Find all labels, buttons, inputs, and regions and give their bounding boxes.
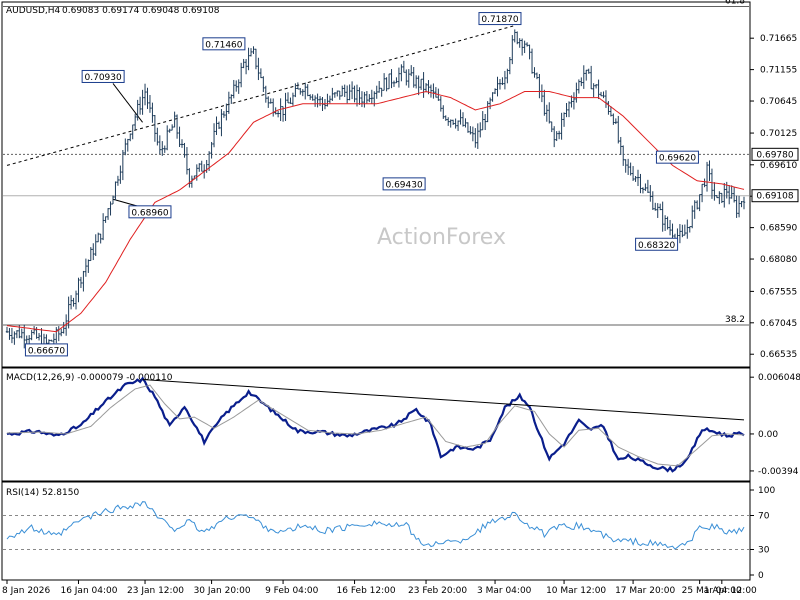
price-label-text: 0.69430	[385, 180, 422, 190]
price-levels: 61.8 38.2	[3, 0, 749, 326]
price-label-box	[24, 343, 68, 357]
price-label-box	[81, 69, 125, 83]
fib-level-label: 38.2	[725, 315, 745, 325]
x-tick-label: 1 Apr 12:00	[704, 586, 757, 596]
price-label-box	[128, 205, 172, 219]
y-tick-label: 0.70125	[760, 129, 797, 139]
ohlc-readout: 0.69083 0.69174 0.69048 0.69108	[62, 6, 220, 16]
y-tick-label: 0.67555	[760, 287, 797, 297]
symbol-title: AUDUSD,H4	[6, 6, 61, 16]
axis-price-box-label: 0.69780	[756, 150, 793, 160]
x-tick-label: 16 Jan 04:00	[60, 586, 117, 596]
price-label-text: 0.66670	[28, 346, 65, 356]
rsi-y-tick-label: 30	[758, 546, 770, 556]
y-tick-label: 0.71155	[760, 66, 797, 76]
price-label-text: 0.70930	[85, 73, 122, 83]
price-label-box	[635, 237, 679, 251]
x-tick-label: 17 Mar 20:00	[615, 586, 675, 596]
rsi-title: RSI(14) 52.8150	[6, 488, 79, 498]
macd-lines	[6, 376, 745, 473]
x-tick-label: 23 Feb 20:00	[408, 586, 467, 596]
price-label-text: 0.71460	[205, 40, 242, 50]
axis-price-box	[751, 147, 799, 161]
macd-trendline	[142, 379, 745, 421]
price-label-box	[478, 12, 522, 26]
rsi-y-tick-label: 0	[758, 571, 764, 581]
x-tick-label: 9 Feb 04:00	[265, 586, 319, 596]
macd-panel: MACD(12,26,9) -0.000079 -0.000110	[1, 367, 751, 482]
fib-level-label: 61.8	[725, 0, 745, 6]
macd-panel-frame	[1, 367, 751, 482]
x-tick-label: 16 Feb 12:00	[337, 586, 396, 596]
rsi-y-tick-label: 100	[758, 486, 775, 496]
rsi-panel-frame	[1, 481, 751, 581]
y-tick-label: 0.71665	[760, 34, 797, 44]
rsi-line	[6, 501, 745, 550]
x-tick-label: 30 Jan 20:00	[194, 586, 251, 596]
price-label-box	[655, 150, 699, 164]
price-panel-frame	[1, 1, 751, 368]
candlestick-series	[5, 29, 746, 350]
y-tick-label: 0.70645	[760, 97, 797, 107]
macd-line	[6, 376, 745, 473]
price-annotations: 0.66670 0.70930 0.68960 0.71460 0.69430 0.718…	[24, 12, 699, 357]
macd-title: MACD(12,26,9) -0.000079 -0.000110	[6, 373, 173, 383]
x-tick-label: 23 Jan 12:00	[127, 586, 184, 596]
axis-price-box-label: 0.69108	[756, 192, 793, 202]
trendline-dashed	[6, 25, 515, 166]
x-tick-label: 3 Mar 04:00	[477, 586, 532, 596]
price-label-box	[382, 177, 426, 191]
axis-price-box	[751, 189, 799, 203]
watermark: ActionForex	[377, 225, 506, 250]
price-panel: AUDUSD,H4 0.69083 0.69174 0.69048 0.6910…	[1, 0, 751, 368]
rsi-y-tick-label: 70	[758, 512, 770, 522]
macd-y-tick-label: 0.00	[758, 430, 778, 440]
price-label-text: 0.68320	[638, 241, 675, 251]
price-label-text: 0.71870	[481, 15, 518, 25]
axes: 0.71665 0.71155 0.70645 0.70125 0.69610 0.691…	[2, 34, 800, 596]
macd-y-tick-label: -0.00394	[758, 467, 799, 477]
price-label-box	[202, 37, 246, 51]
moving-average-line	[6, 90, 745, 333]
x-tick-label: 8 Jan 2026	[2, 586, 50, 596]
y-tick-label: 0.69610	[760, 161, 797, 171]
y-tick-label: 0.66535	[760, 350, 797, 360]
price-label-text: 0.68960	[131, 208, 168, 218]
y-tick-label: 0.67045	[760, 319, 797, 329]
x-tick-label: 25 Mar 04:00	[682, 586, 742, 596]
macd-signal-line	[6, 384, 745, 467]
macd-y-tick-label: 0.006048	[758, 373, 800, 383]
y-tick-label: 0.68080	[760, 255, 797, 265]
y-tick-label: 0.68590	[760, 224, 797, 234]
rsi-panel: RSI(14) 52.8150	[1, 481, 751, 581]
x-tick-label: 10 Mar 12:00	[546, 586, 606, 596]
rsi-lines	[3, 501, 749, 550]
price-label-text: 0.69620	[659, 154, 696, 164]
